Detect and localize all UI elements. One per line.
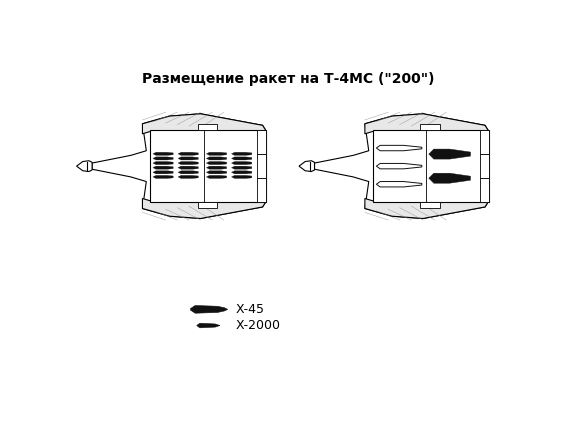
Polygon shape [231, 152, 252, 155]
Polygon shape [315, 114, 489, 219]
Text: Х-45: Х-45 [235, 303, 265, 316]
Bar [421, 202, 440, 208]
Bar [257, 178, 266, 202]
Polygon shape [231, 162, 252, 165]
Polygon shape [207, 166, 227, 169]
Polygon shape [178, 152, 198, 155]
Polygon shape [299, 161, 315, 171]
Polygon shape [92, 114, 266, 219]
Polygon shape [153, 157, 173, 160]
Bar [257, 130, 266, 154]
Polygon shape [207, 171, 227, 174]
Polygon shape [231, 157, 252, 160]
Polygon shape [142, 114, 266, 134]
Polygon shape [153, 171, 173, 174]
Polygon shape [207, 152, 227, 155]
Polygon shape [178, 166, 198, 169]
Text: Х-2000: Х-2000 [235, 319, 280, 332]
Bar [421, 124, 440, 130]
Polygon shape [207, 176, 227, 179]
Polygon shape [178, 176, 198, 179]
Polygon shape [207, 162, 227, 165]
Bar [257, 154, 266, 178]
Polygon shape [377, 181, 422, 187]
Polygon shape [365, 198, 489, 219]
Polygon shape [77, 161, 92, 171]
Polygon shape [429, 173, 471, 183]
Bar [373, 130, 489, 202]
Polygon shape [377, 145, 422, 151]
Polygon shape [153, 166, 173, 169]
Bar [480, 178, 489, 202]
Polygon shape [153, 152, 173, 155]
Polygon shape [196, 323, 220, 328]
Polygon shape [231, 171, 252, 174]
Polygon shape [365, 114, 489, 134]
Bar [198, 124, 217, 130]
Polygon shape [207, 157, 227, 160]
Polygon shape [153, 176, 173, 179]
Polygon shape [231, 166, 252, 169]
Polygon shape [178, 162, 198, 165]
Polygon shape [142, 198, 266, 219]
Polygon shape [231, 176, 252, 179]
Bar [198, 202, 217, 208]
Bar [150, 130, 266, 202]
Text: Размещение ракет на Т-4МС ("200"): Размещение ракет на Т-4МС ("200") [142, 72, 435, 86]
Polygon shape [153, 162, 173, 165]
Polygon shape [429, 149, 471, 159]
Polygon shape [190, 306, 227, 313]
Bar [480, 130, 489, 154]
Bar [480, 154, 489, 178]
Polygon shape [377, 163, 422, 169]
Polygon shape [178, 171, 198, 174]
Polygon shape [178, 157, 198, 160]
